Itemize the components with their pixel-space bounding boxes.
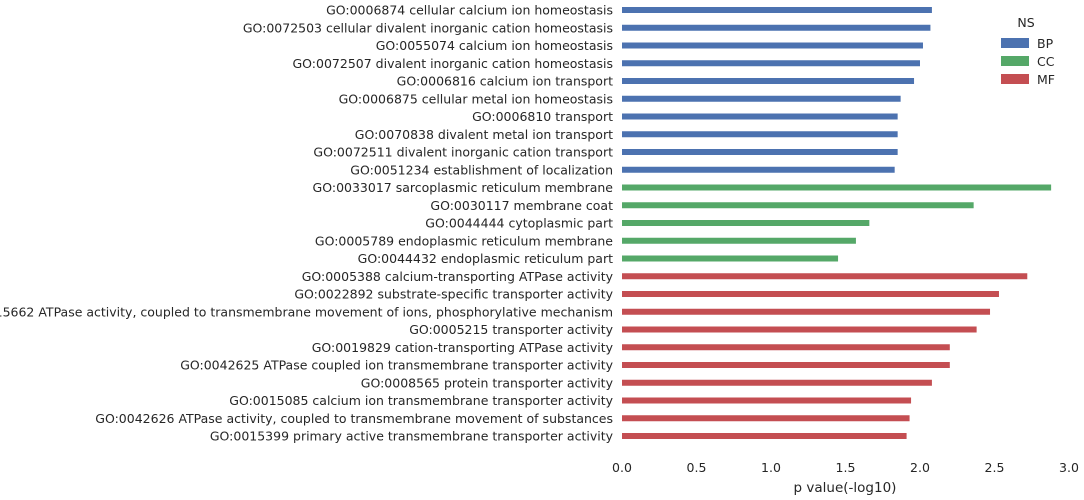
category-label: GO:0044444 cytoplasmic part: [425, 216, 613, 231]
bars-layer: [622, 7, 1052, 439]
bar-bp: [622, 149, 898, 155]
category-labels: GO:0006874 cellular calcium ion homeosta…: [0, 3, 614, 444]
x-tick-label: 0.5: [687, 460, 707, 475]
bar-mf: [622, 433, 907, 439]
x-tick-label: 1.5: [836, 460, 856, 475]
category-label: GO:0022892 substrate-specific transporte…: [294, 287, 613, 302]
bar-mf: [622, 326, 977, 333]
legend-label-mf: MF: [1037, 72, 1055, 87]
bar-bp: [622, 131, 898, 138]
category-label: GO:0042625 ATPase coupled ion transmembr…: [180, 358, 613, 373]
bar-mf: [622, 291, 999, 297]
bar-mf: [622, 344, 950, 351]
category-label: GO:0006810 transport: [472, 109, 613, 124]
bar-bp: [622, 42, 923, 49]
legend-swatch-bp: [1001, 38, 1029, 48]
category-label: GO:0072503 cellular divalent inorganic c…: [243, 20, 613, 35]
category-label: GO:0005388 calcium-transporting ATPase a…: [302, 269, 614, 284]
category-label: GO:0070838 divalent metal ion transport: [355, 127, 613, 142]
legend-label-bp: BP: [1037, 36, 1054, 51]
category-label: GO:0005215 transporter activity: [409, 322, 613, 337]
bar-bp: [622, 113, 898, 120]
x-tick-label: 0.0: [612, 460, 632, 475]
category-label: GO:0006874 cellular calcium ion homeosta…: [326, 3, 613, 18]
category-label: GO:0006816 calcium ion transport: [397, 74, 613, 89]
bar-mf: [622, 397, 912, 404]
bar-cc: [622, 184, 1052, 191]
x-tick-label: 3.0: [1059, 460, 1079, 475]
category-label: GO:0019829 cation-transporting ATPase ac…: [312, 340, 614, 355]
x-tick-label: 2.5: [985, 460, 1005, 475]
category-label: GO:0033017 sarcoplasmic reticulum membra…: [313, 180, 614, 195]
bar-bp: [622, 78, 915, 84]
category-label: GO:0015085 calcium ion transmembrane tra…: [229, 393, 613, 408]
category-label: GO:0051234 establishment of localization: [350, 162, 613, 177]
legend-title: NS: [1017, 15, 1034, 30]
bar-cc: [622, 202, 974, 209]
legend: NS BP CC MF: [1001, 15, 1055, 87]
bar-bp: [622, 95, 901, 102]
category-label: GO:0005789 endoplasmic reticulum membran…: [315, 233, 613, 248]
category-label: GO:0015399 primary active transmembrane …: [210, 429, 614, 444]
bar-bp: [622, 7, 932, 13]
category-label: GO:0015662 ATPase activity, coupled to t…: [0, 304, 613, 319]
x-axis-title: p value(-log10): [794, 480, 897, 496]
legend-swatch-cc: [1001, 56, 1029, 66]
bar-mf: [622, 415, 910, 422]
bar-bp: [622, 60, 920, 67]
bar-cc: [622, 255, 839, 262]
legend-label-cc: CC: [1037, 54, 1055, 69]
bar-cc: [622, 220, 870, 226]
category-label: GO:0008565 protein transporter activity: [361, 375, 614, 390]
bar-bp: [622, 166, 895, 173]
bar-cc: [622, 237, 856, 244]
bar-mf: [622, 362, 950, 368]
category-label: GO:0030117 membrane coat: [430, 198, 613, 213]
bar-mf: [622, 273, 1028, 280]
x-axis: 0.0 0.5 1.0 1.5 2.0 2.5 3.0: [612, 460, 1079, 475]
category-label: GO:0006875 cellular metal ion homeostasi…: [339, 91, 613, 106]
bar-bp: [622, 24, 931, 31]
category-label: GO:0055074 calcium ion homeostasis: [376, 38, 613, 53]
category-label: GO:0072511 divalent inorganic cation tra…: [313, 145, 613, 160]
legend-swatch-mf: [1001, 74, 1029, 84]
category-label: GO:0072507 divalent inorganic cation hom…: [293, 56, 614, 71]
category-label: GO:0042626 ATPase activity, coupled to t…: [95, 411, 613, 426]
category-label: GO:0044432 endoplasmic reticulum part: [358, 251, 613, 266]
bar-mf: [622, 379, 932, 386]
x-tick-label: 1.0: [761, 460, 781, 475]
bar-mf: [622, 308, 991, 315]
x-tick-label: 2.0: [910, 460, 930, 475]
